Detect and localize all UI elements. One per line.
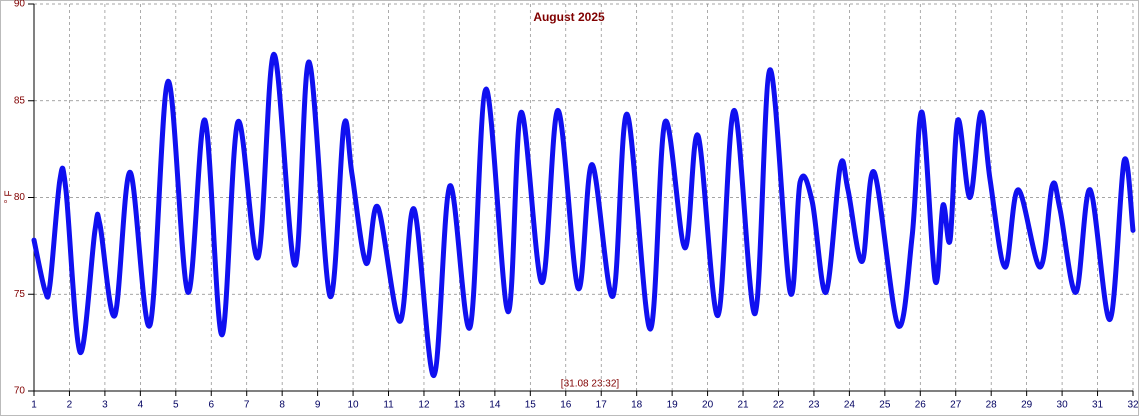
- x-tick-label: 16: [560, 400, 572, 411]
- x-tick-label: 20: [702, 400, 714, 411]
- x-tick-label: 13: [454, 400, 466, 411]
- x-tick-label: 5: [173, 400, 179, 411]
- x-tick-label: 3: [102, 400, 108, 411]
- annotation: [31.08 23:32]: [561, 379, 620, 390]
- x-tick-label: 29: [1021, 400, 1033, 411]
- x-tick-label: 19: [667, 400, 679, 411]
- x-tick-label: 14: [489, 400, 501, 411]
- x-tick-label: 2: [67, 400, 73, 411]
- y-tick-label: 75: [14, 289, 26, 300]
- temperature-line: [31, 51, 1136, 379]
- x-tick-label: 24: [844, 400, 856, 411]
- x-tick-label: 23: [808, 400, 820, 411]
- y-axis-label: ° F: [4, 191, 15, 204]
- x-tick-label: 30: [1057, 400, 1069, 411]
- x-tick-label: 32: [1127, 400, 1139, 411]
- x-tick-label: 1: [31, 400, 37, 411]
- x-tick-label: 22: [773, 400, 785, 411]
- x-tick-label: 31: [1092, 400, 1104, 411]
- x-tick-label: 7: [244, 400, 250, 411]
- x-tick-label: 12: [418, 400, 430, 411]
- y-tick-label: 70: [14, 386, 26, 397]
- y-tick-label: 80: [14, 192, 26, 203]
- x-tick-label: 28: [986, 400, 998, 411]
- y-tick-label: 90: [14, 0, 26, 10]
- x-tick-label: 15: [525, 400, 537, 411]
- x-tick-label: 4: [138, 400, 144, 411]
- x-tick-label: 27: [950, 400, 962, 411]
- x-tick-label: 17: [596, 400, 608, 411]
- x-tick-label: 21: [737, 400, 749, 411]
- x-tick-label: 6: [208, 400, 214, 411]
- x-tick-label: 26: [915, 400, 927, 411]
- x-tick-label: 10: [348, 400, 360, 411]
- x-tick-label: 9: [315, 400, 321, 411]
- y-tick-label: 85: [14, 95, 26, 106]
- x-tick-label: 25: [879, 400, 891, 411]
- x-tick-label: 8: [279, 400, 285, 411]
- x-tick-label: 11: [383, 400, 394, 411]
- chart-title: August 2025: [533, 10, 605, 24]
- x-tick-label: 18: [631, 400, 643, 411]
